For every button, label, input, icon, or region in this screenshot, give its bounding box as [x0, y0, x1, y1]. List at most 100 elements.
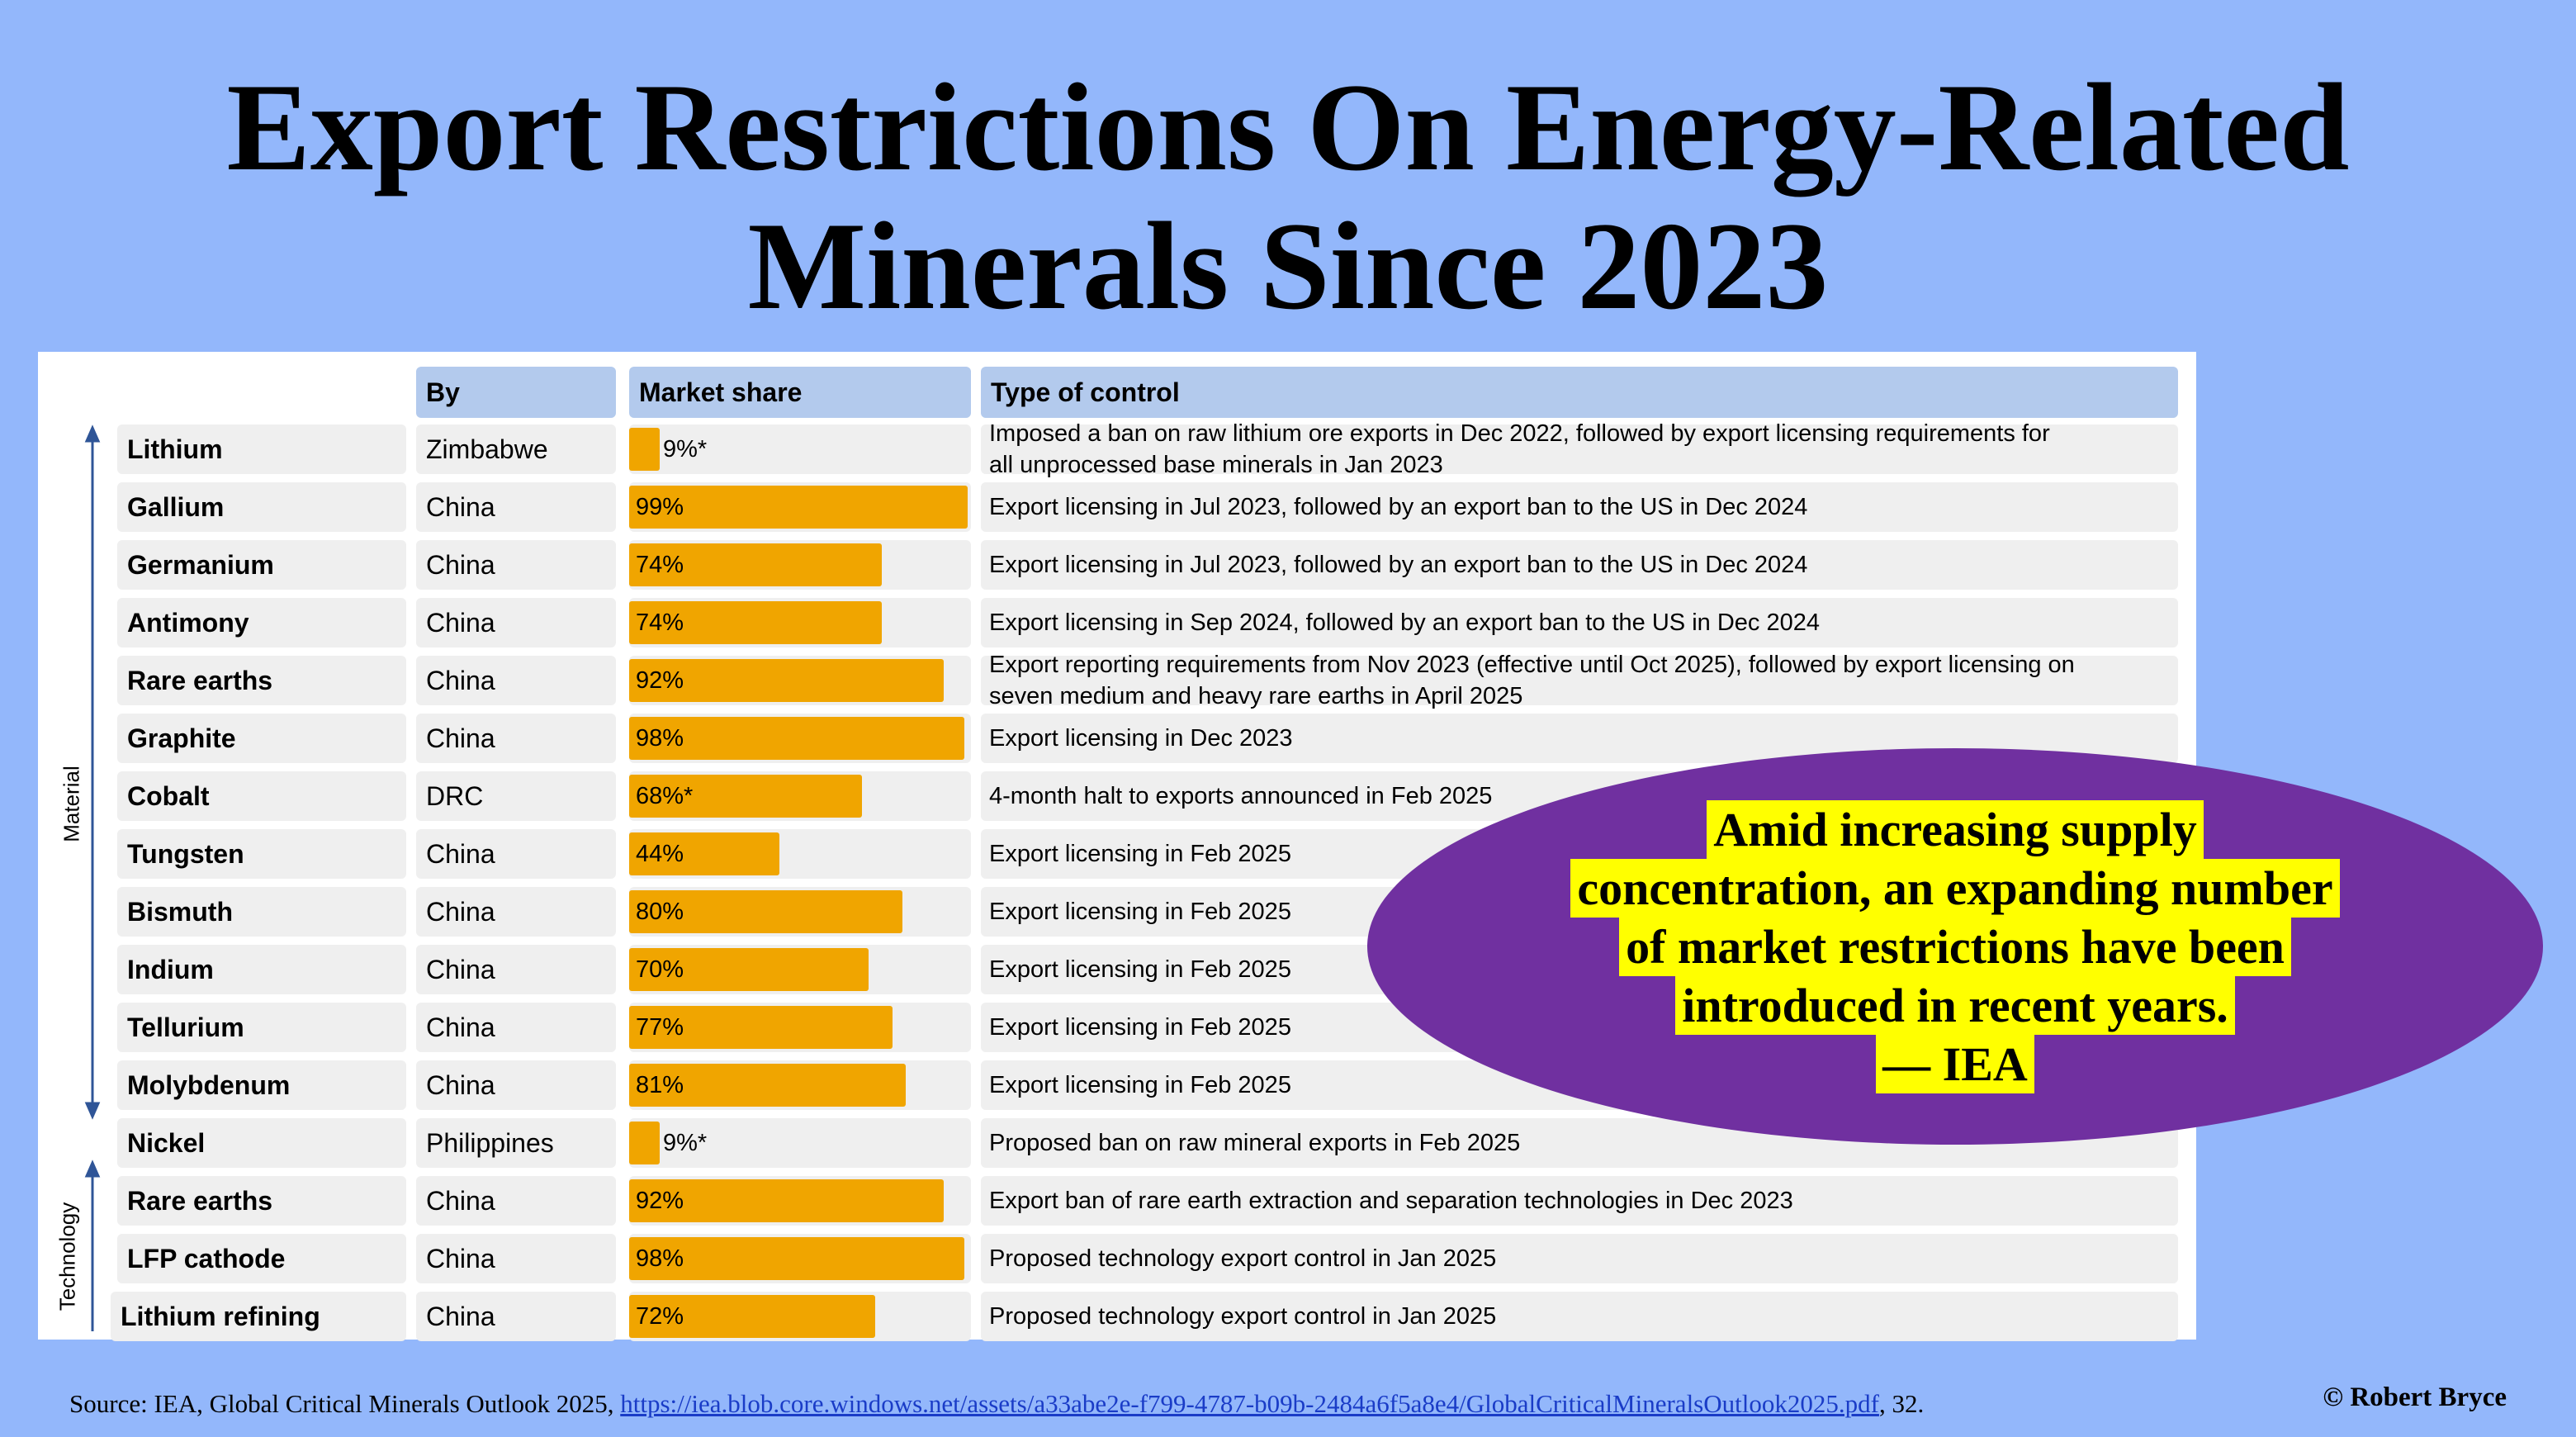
callout-line: of market restrictions have been	[1619, 917, 2291, 976]
country-cell: Philippines	[416, 1118, 616, 1168]
technology-bracket	[84, 1160, 101, 1331]
control-description: Export licensing in Dec 2023	[981, 714, 2178, 763]
technology-name: LFP cathode	[117, 1234, 406, 1283]
iea-quote-callout: Amid increasing supply concentration, an…	[1367, 748, 2543, 1145]
market-share-cell: 9%*	[629, 1118, 971, 1168]
country-cell: China	[416, 1176, 616, 1226]
control-description: Proposed technology export control in Ja…	[981, 1292, 2178, 1341]
callout-line: Amid increasing supply	[1707, 799, 2204, 859]
control-description: Imposed a ban on raw lithium ore exports…	[981, 420, 2178, 478]
market-share-label: 44%	[636, 840, 684, 867]
callout-line: concentration, an expanding number	[1570, 858, 2340, 918]
country-cell: China	[416, 714, 616, 763]
mineral-name: Germanium	[117, 540, 406, 590]
market-share-label: 98%	[636, 1245, 684, 1272]
mineral-name: Tungsten	[117, 829, 406, 879]
market-share-label: 74%	[636, 551, 684, 578]
market-share-bar	[629, 601, 882, 644]
technology-name: Lithium refining	[111, 1292, 406, 1341]
country-cell: China	[416, 598, 616, 647]
market-share-cell: 92%	[629, 656, 971, 705]
material-arrow-up-icon	[84, 424, 101, 443]
control-description: Proposed technology export control in Ja…	[981, 1234, 2178, 1283]
market-share-label: 80%	[636, 898, 684, 925]
market-share-label: 81%	[636, 1071, 684, 1098]
market-share-bar	[629, 1295, 875, 1338]
mineral-name: Antimony	[117, 598, 406, 647]
header-market-share: Market share	[629, 367, 971, 418]
market-share-label: 68%*	[636, 782, 694, 809]
control-description: Export licensing in Jul 2023, followed b…	[981, 482, 2178, 532]
page-title: Export Restrictions On Energy-Related Mi…	[0, 58, 2576, 335]
source-link[interactable]: https://iea.blob.core.windows.net/assets…	[620, 1389, 1879, 1418]
market-share-cell: 77%	[629, 1003, 971, 1052]
country-cell: China	[416, 1234, 616, 1283]
country-cell: China	[416, 829, 616, 879]
market-share-cell: 98%	[629, 1234, 971, 1283]
market-share-label: 92%	[636, 666, 684, 694]
country-cell: DRC	[416, 771, 616, 821]
title-line-1: Export Restrictions On Energy-Related	[226, 58, 2350, 197]
technology-name: Rare earths	[117, 1176, 406, 1226]
market-share-cell: 74%	[629, 598, 971, 647]
group-label-technology: Technology	[54, 1202, 80, 1311]
market-share-cell: 70%	[629, 945, 971, 994]
mineral-name: Graphite	[117, 714, 406, 763]
mineral-name: Nickel	[117, 1118, 406, 1168]
control-description: Export licensing in Jul 2023, followed b…	[981, 540, 2178, 590]
country-cell: China	[416, 1060, 616, 1110]
market-share-bar	[629, 659, 944, 702]
market-share-label: 98%	[636, 724, 684, 752]
market-share-label: 77%	[636, 1013, 684, 1041]
copyright: © Robert Bryce	[2323, 1382, 2507, 1412]
market-share-bar	[629, 1237, 964, 1280]
market-share-bar	[629, 1006, 893, 1049]
country-cell: China	[416, 482, 616, 532]
market-share-cell: 80%	[629, 887, 971, 937]
market-share-label: 99%	[636, 493, 684, 520]
mineral-name: Gallium	[117, 482, 406, 532]
market-share-cell: 99%	[629, 482, 971, 532]
market-share-bar	[629, 486, 968, 529]
market-share-label: 74%	[636, 609, 684, 636]
source-prefix: Source: IEA, Global Critical Minerals Ou…	[69, 1389, 621, 1418]
market-share-bar	[629, 890, 902, 933]
market-share-label: 72%	[636, 1302, 684, 1330]
market-share-bar	[629, 428, 660, 471]
material-arrow-down-icon	[84, 1102, 101, 1120]
market-share-label: 9%*	[663, 435, 708, 462]
market-share-cell: 9%*	[629, 424, 971, 474]
market-share-cell: 74%	[629, 540, 971, 590]
material-bracket	[84, 424, 101, 1120]
market-share-bar	[629, 717, 964, 760]
source-suffix: , 32.	[1878, 1389, 1925, 1418]
market-share-bar	[629, 948, 869, 991]
country-cell: China	[416, 1003, 616, 1052]
market-share-cell: 44%	[629, 829, 971, 879]
market-share-label: 92%	[636, 1187, 684, 1214]
market-share-bar	[629, 775, 862, 818]
country-cell: China	[416, 656, 616, 705]
market-share-cell: 72%	[629, 1292, 971, 1341]
country-cell: China	[416, 887, 616, 937]
country-cell: Zimbabwe	[416, 424, 616, 474]
title-line-2: Minerals Since 2023	[747, 197, 1829, 335]
control-description: Export ban of rare earth extraction and …	[981, 1176, 2178, 1226]
mineral-name: Indium	[117, 945, 406, 994]
header-by: By	[416, 367, 616, 418]
country-cell: China	[416, 945, 616, 994]
market-share-cell: 92%	[629, 1176, 971, 1226]
market-share-bar	[629, 1064, 906, 1107]
mineral-name: Lithium	[117, 424, 406, 474]
market-share-bar	[629, 543, 882, 586]
market-share-cell: 81%	[629, 1060, 971, 1110]
mineral-name: Molybdenum	[117, 1060, 406, 1110]
mineral-name: Bismuth	[117, 887, 406, 937]
mineral-name: Cobalt	[117, 771, 406, 821]
callout-line: introduced in recent years.	[1675, 975, 2235, 1035]
market-share-bar	[629, 1122, 660, 1164]
header-type-of-control: Type of control	[981, 367, 2178, 418]
technology-arrow-up-icon	[84, 1160, 101, 1178]
mineral-name: Tellurium	[117, 1003, 406, 1052]
market-share-cell: 68%*	[629, 771, 971, 821]
